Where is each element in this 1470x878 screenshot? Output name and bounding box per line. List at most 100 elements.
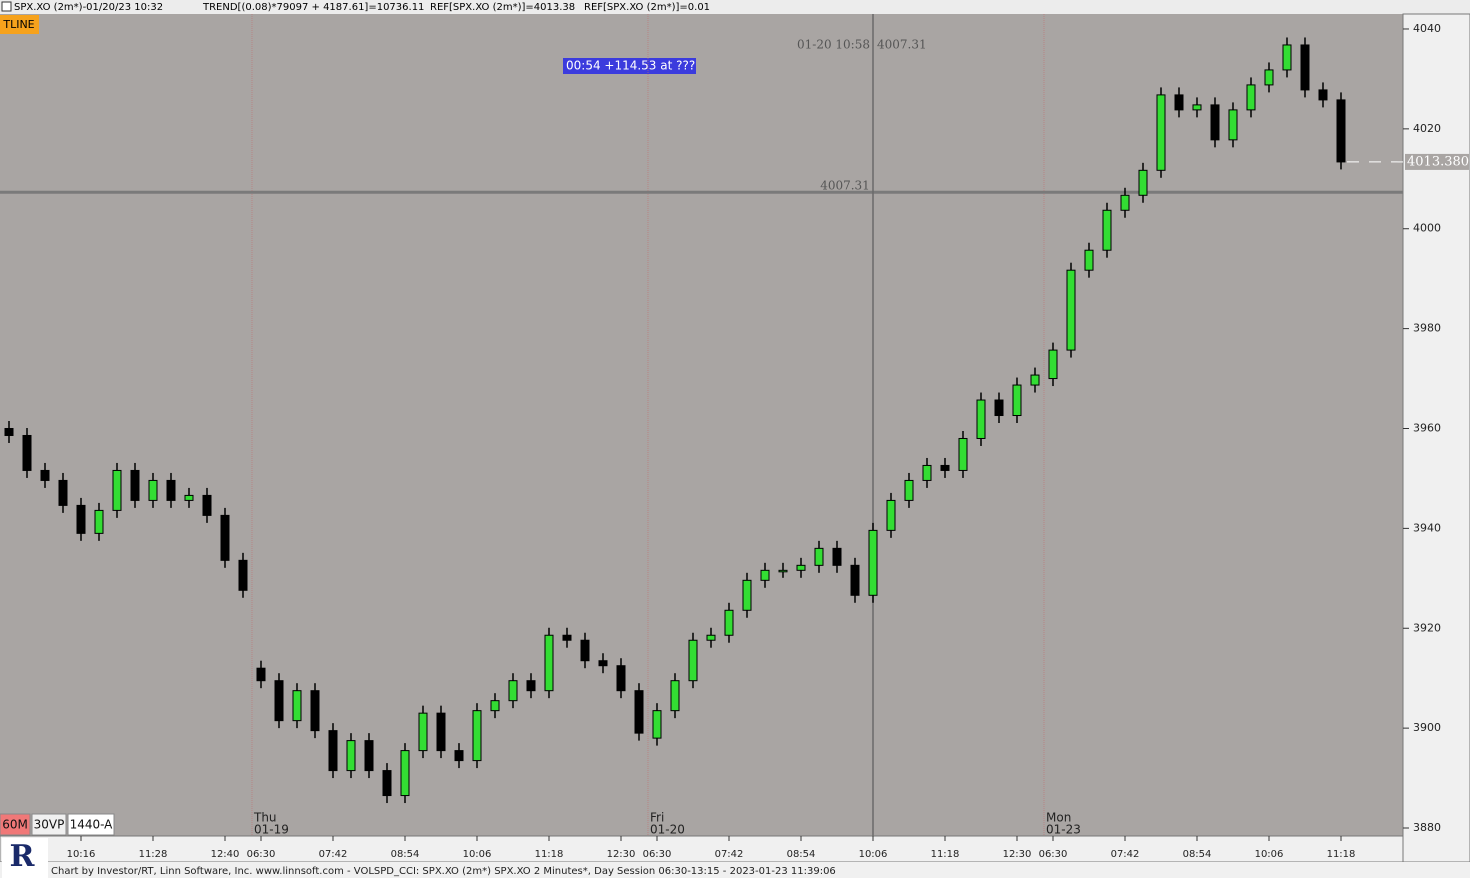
candle-body <box>220 514 230 561</box>
x-tick-label: 07:42 <box>715 849 744 860</box>
toolbar-button[interactable] <box>31 813 67 836</box>
candle-body <box>814 547 824 566</box>
candle-body <box>238 559 248 591</box>
candle-body <box>598 660 608 667</box>
candle-body <box>382 770 392 797</box>
session-day: Fri <box>650 811 664 825</box>
tool-badge-bg[interactable] <box>0 15 39 34</box>
toolbar-button[interactable] <box>67 813 115 836</box>
candle-body <box>616 665 626 692</box>
x-tick-label: 10:06 <box>463 849 492 860</box>
candle-body <box>1156 94 1166 171</box>
x-tick-label: 11:18 <box>931 849 960 860</box>
candle-body <box>1012 384 1022 417</box>
toolbar-button-label[interactable]: 1440-A <box>70 818 114 832</box>
candle-body <box>742 579 752 611</box>
candle-body <box>724 609 734 636</box>
measure-label: 00:54 +114.53 at ??? <box>566 59 695 73</box>
x-tick-label: 10:16 <box>67 849 96 860</box>
candle-body <box>1138 169 1148 196</box>
candle-body <box>832 547 842 566</box>
candle-body <box>1264 69 1274 86</box>
session-date: 01-23 <box>1046 823 1081 837</box>
candle-body <box>1336 99 1346 163</box>
candle-body <box>1048 349 1058 380</box>
x-tick-label: 08:54 <box>391 849 420 860</box>
candle-body <box>184 494 194 501</box>
x-tick-label: 11:18 <box>535 849 564 860</box>
x-tick-label: 11:18 <box>1327 849 1356 860</box>
candle-body <box>562 634 572 641</box>
candle-body <box>1282 44 1292 71</box>
candle-body <box>544 634 554 692</box>
header-bar <box>0 0 1470 14</box>
candle-body <box>958 437 968 471</box>
toolbar-button[interactable] <box>0 813 31 836</box>
candle-body <box>148 479 158 501</box>
x-tick-label: 11:28 <box>139 849 168 860</box>
session-day: Thu <box>253 811 277 825</box>
candle-body <box>922 464 932 481</box>
candle-body <box>1120 194 1130 211</box>
reference-label: 4007.31 <box>820 179 870 193</box>
footer-bar <box>0 862 1470 878</box>
x-tick-label: 08:54 <box>787 849 816 860</box>
candle-body <box>526 680 536 692</box>
x-tick-label: 10:06 <box>1255 849 1284 860</box>
candle-body <box>688 639 698 682</box>
candle-body <box>364 740 374 772</box>
candle-body <box>796 564 806 571</box>
candle-body <box>130 469 140 501</box>
y-tick-label: 3960 <box>1413 421 1441 434</box>
candle-body <box>202 494 212 516</box>
candle-body <box>1192 104 1202 111</box>
candle-body <box>436 712 446 752</box>
crosshair-price: 4007.31 <box>877 38 927 52</box>
candle-body <box>1030 374 1040 386</box>
header-symbol: SPX.XO (2m*)-01/20/23 10:32 <box>14 2 163 13</box>
candle-body <box>508 680 518 702</box>
candle-body <box>994 399 1004 417</box>
candle-body <box>256 667 266 682</box>
session-day: Mon <box>1046 811 1071 825</box>
candle-body <box>778 569 788 573</box>
header-ref: REF[SPX.XO (2m*)]=4013.38 <box>430 2 575 13</box>
toolbar-button-label[interactable]: 60M <box>2 818 28 832</box>
y-tick-label: 3940 <box>1413 521 1441 534</box>
candle-body <box>22 434 32 471</box>
candle-body <box>904 479 914 501</box>
candle-body <box>1228 109 1238 141</box>
crosshair-time: 01-20 10:58 <box>797 38 870 52</box>
candle-body <box>292 690 302 722</box>
x-tick-label: 08:54 <box>1183 849 1212 860</box>
candle-body <box>490 700 500 712</box>
x-tick-label: 06:30 <box>247 849 276 860</box>
candle-body <box>112 469 122 511</box>
logo-text: R <box>10 839 36 874</box>
candle-body <box>1066 269 1076 351</box>
tool-badge[interactable]: TLINE <box>2 18 34 31</box>
candle-body <box>1210 104 1220 141</box>
candle-body <box>346 740 356 772</box>
close-box[interactable] <box>1 1 12 12</box>
candle-body <box>4 427 14 436</box>
candle-body <box>670 680 680 712</box>
candle-body <box>976 399 986 439</box>
measure-box <box>563 58 696 74</box>
candle-body <box>580 639 590 662</box>
candle-body <box>706 634 716 641</box>
y-tick-label: 3900 <box>1413 721 1441 734</box>
x-tick-label: 07:42 <box>1111 849 1140 860</box>
candle-body <box>472 710 482 762</box>
candle-body <box>400 750 410 797</box>
candle-body <box>886 499 896 531</box>
x-tick-label: 12:30 <box>1003 849 1032 860</box>
candle-body <box>40 469 50 481</box>
candle-body <box>328 730 338 772</box>
candle-body <box>760 569 770 581</box>
candle-body <box>166 479 176 501</box>
last-price-box <box>1405 153 1469 170</box>
candle-body <box>1300 44 1310 91</box>
x-tick-label: 07:42 <box>319 849 348 860</box>
toolbar-button-label[interactable]: 30VP <box>34 818 65 832</box>
